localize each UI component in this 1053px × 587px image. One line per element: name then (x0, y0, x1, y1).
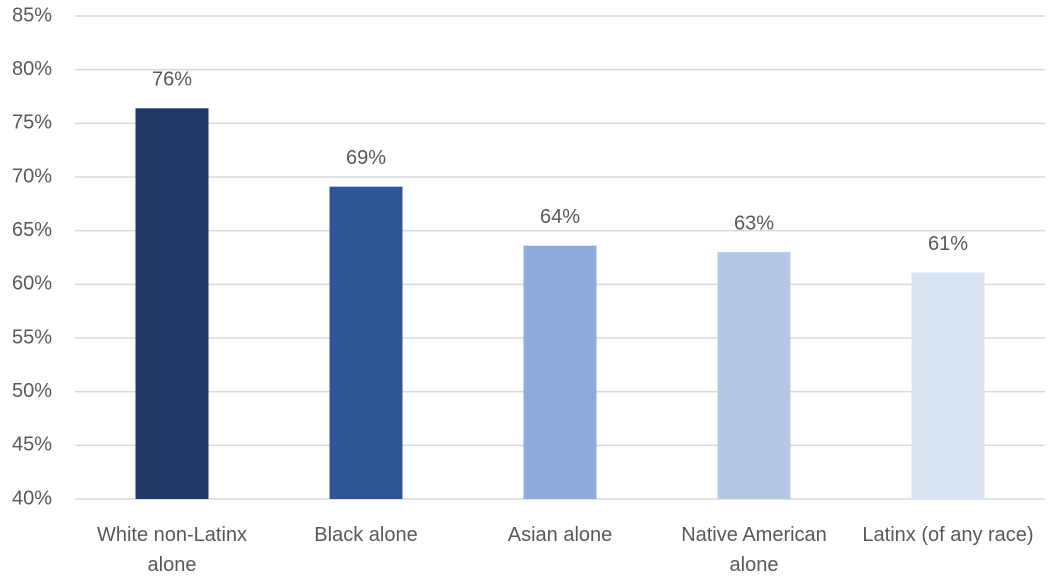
x-tick-label: White non-Latinx alone (96, 524, 248, 576)
x-tick-label: Black alone (314, 524, 418, 546)
y-tick-label: 65% (12, 219, 52, 241)
y-tick-label: 45% (12, 434, 52, 456)
data-label: 69% (346, 147, 386, 169)
x-tick-label: Latinx (of any race) (862, 524, 1034, 546)
y-tick-label: 55% (12, 326, 52, 348)
y-tick-label: 80% (12, 58, 52, 80)
bar (911, 272, 985, 499)
y-tick-label: 40% (12, 487, 52, 509)
x-tick-label: Native American alone (681, 524, 827, 576)
bar (717, 252, 791, 499)
y-tick-label: 75% (12, 112, 52, 134)
y-tick-label: 50% (12, 380, 52, 402)
x-tick-label: Asian alone (507, 524, 613, 546)
bar (135, 108, 209, 499)
y-tick-label: 60% (12, 273, 52, 295)
bar (329, 186, 403, 499)
bar (523, 245, 597, 499)
y-tick-label: 70% (12, 165, 52, 187)
data-label: 61% (928, 233, 968, 255)
data-label: 76% (152, 69, 192, 91)
data-label: 63% (734, 212, 774, 234)
data-label: 64% (540, 206, 580, 228)
y-tick-label: 85% (12, 4, 52, 26)
